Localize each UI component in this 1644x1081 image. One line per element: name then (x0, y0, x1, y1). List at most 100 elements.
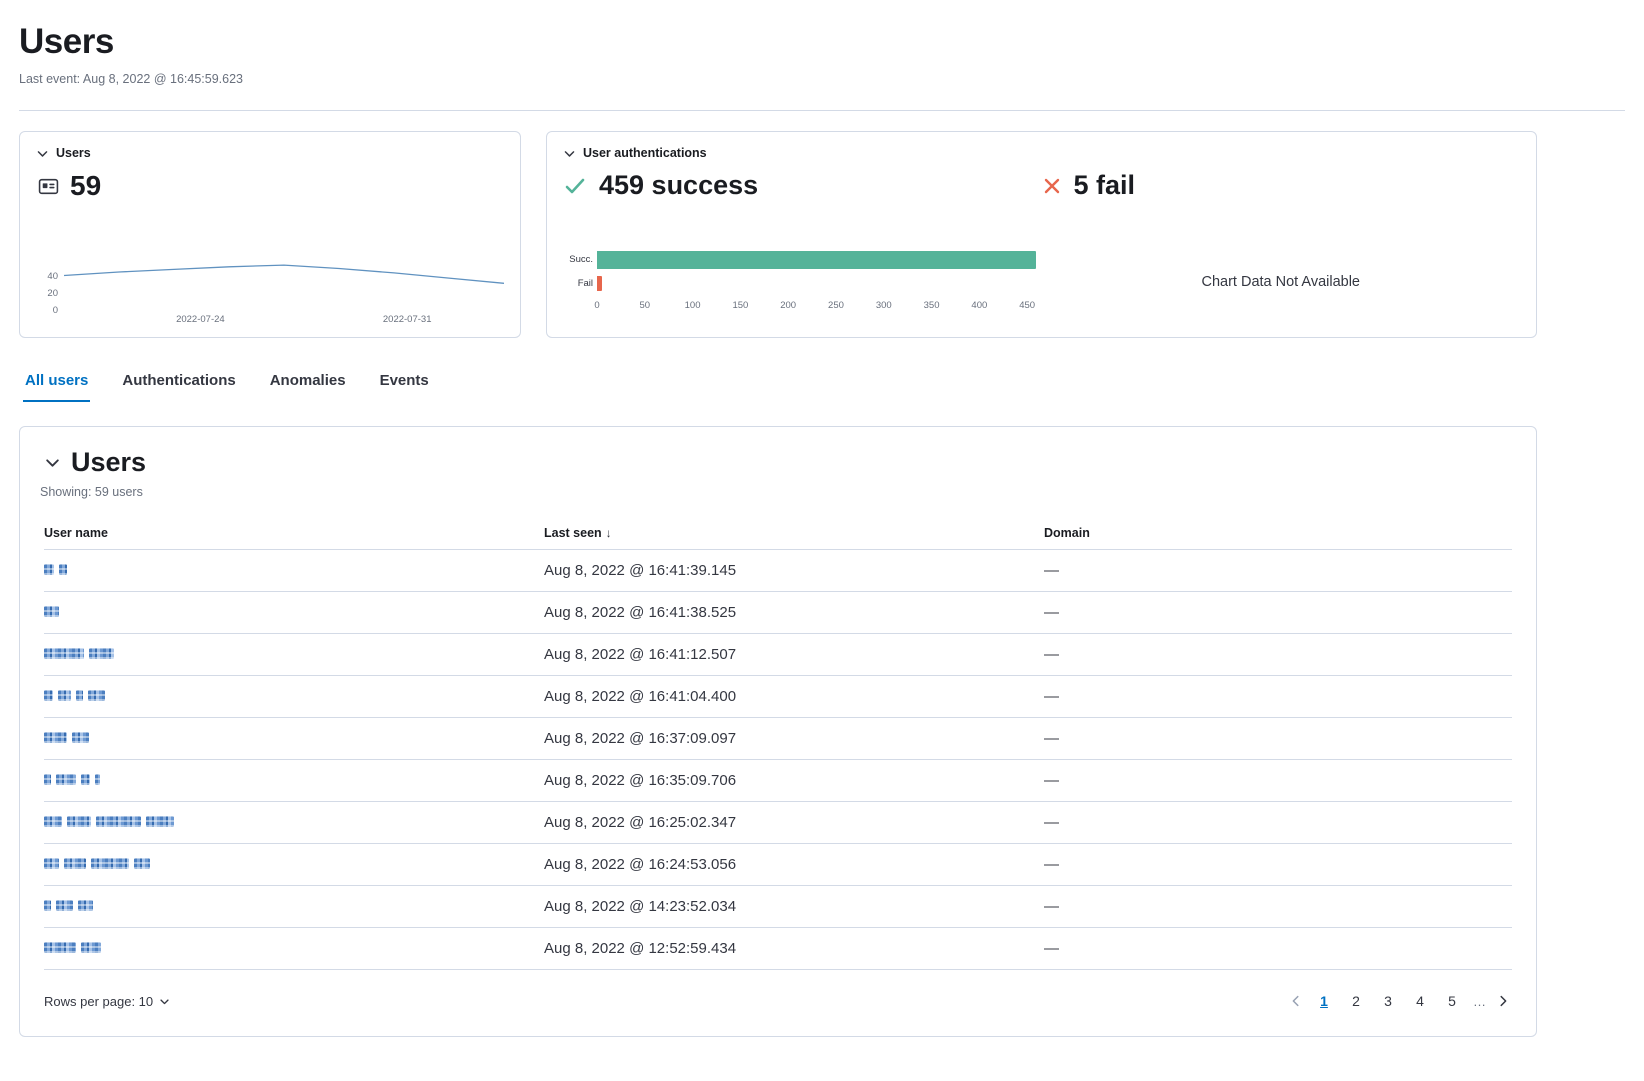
bar-category-label: Succ. (569, 254, 593, 266)
last-seen-cell: Aug 8, 2022 @ 16:41:38.525 (544, 591, 1044, 634)
user-name-link-redacted[interactable] (44, 690, 105, 701)
users-metric-value-row: 59 (38, 170, 504, 202)
user-name-link-redacted[interactable] (44, 942, 101, 953)
redacted-text-block (89, 648, 114, 659)
pagination-page-5[interactable]: 5 (1439, 988, 1465, 1014)
table-row: Aug 8, 2022 @ 16:24:53.056— (44, 843, 1512, 886)
x-tick-label: 450 (1019, 300, 1036, 311)
bar-category-label: Fail (577, 277, 593, 289)
table-row: Aug 8, 2022 @ 12:52:59.434— (44, 927, 1512, 970)
tab-events[interactable]: Events (378, 366, 431, 402)
x-tick-label: 50 (639, 300, 651, 311)
redacted-text-block (44, 774, 51, 785)
users-table-body: Aug 8, 2022 @ 16:41:39.145— Aug 8, 2022 @… (44, 549, 1512, 970)
column-header-last-seen[interactable]: Last seen ↓ (544, 517, 1044, 550)
x-tick-label: 350 (923, 300, 940, 311)
column-header-user-name[interactable]: User name (44, 517, 544, 550)
redacted-text-block (44, 690, 53, 701)
users-line-chart (64, 259, 504, 311)
redacted-text-block (91, 858, 129, 869)
y-tick-label: 20 (47, 287, 58, 299)
user-name-link-redacted[interactable] (44, 648, 114, 659)
domain-cell: — (1044, 549, 1512, 592)
user-authentications-panel: User authentications 459 success 5 fail (546, 131, 1537, 338)
redacted-text-block (134, 858, 150, 869)
page-title: Users (19, 22, 114, 61)
user-name-link-redacted[interactable] (44, 732, 89, 743)
redacted-text-block (44, 732, 67, 743)
tab-all-users[interactable]: All users (23, 366, 90, 402)
redacted-text-block (72, 732, 89, 743)
pagination-page-4[interactable]: 4 (1407, 988, 1433, 1014)
stats-row: Users 59 40 20 0 2022-07- (19, 131, 1537, 338)
rows-per-page-button[interactable]: Rows per page: 10 (44, 994, 170, 1009)
last-seen-cell: Aug 8, 2022 @ 16:37:09.097 (544, 717, 1044, 760)
redacted-text-block (44, 900, 51, 911)
table-row: Aug 8, 2022 @ 16:41:38.525— (44, 591, 1512, 634)
users-table: User name Last seen ↓ Domain Aug 8, 2022 … (44, 517, 1512, 970)
table-row: Aug 8, 2022 @ 16:41:12.507— (44, 633, 1512, 676)
pagination-page-2[interactable]: 2 (1343, 988, 1369, 1014)
x-tick-label: 150 (732, 300, 749, 311)
auth-bar-axis: 0 50 100 150 200 250 300 350 400 450 (594, 298, 1042, 311)
y-tick-label: 40 (47, 270, 58, 282)
users-table-panel: Users Showing: 59 users User name Last s… (19, 426, 1537, 1037)
table-row: Aug 8, 2022 @ 16:25:02.347— (44, 801, 1512, 844)
last-seen-cell: Aug 8, 2022 @ 16:35:09.706 (544, 759, 1044, 802)
y-tick-label: 0 (52, 304, 58, 316)
domain-cell: — (1044, 801, 1512, 844)
redacted-text-block (59, 564, 67, 575)
table-row: Aug 8, 2022 @ 16:41:39.145— (44, 549, 1512, 592)
chevron-down-icon[interactable] (563, 147, 576, 160)
redacted-text-block (58, 690, 71, 701)
chevron-down-icon[interactable] (44, 454, 61, 471)
column-header-domain[interactable]: Domain (1044, 517, 1512, 550)
last-seen-cell: Aug 8, 2022 @ 16:41:12.507 (544, 633, 1044, 676)
auth-bar-chart: Succ. Fail 0 50 100 150 200 250 300 350 400 450 (563, 251, 1042, 323)
tabs-nav: All users Authentications Anomalies Even… (19, 366, 1537, 402)
chevron-down-icon[interactable] (36, 147, 49, 160)
redacted-text-block (56, 774, 76, 785)
user-name-link-redacted[interactable] (44, 900, 93, 911)
auth-success-value: 459 success (599, 170, 759, 200)
pagination-page-3[interactable]: 3 (1375, 988, 1401, 1014)
redacted-text-block (78, 900, 93, 911)
x-tick-label: 2022-07-31 (382, 314, 432, 325)
users-metric-panel: Users 59 40 20 0 2022-07- (19, 131, 521, 338)
chart-no-data-text: Chart Data Not Available (1201, 274, 1361, 290)
tab-authentications[interactable]: Authentications (120, 366, 237, 402)
auth-success-stat: 459 success (563, 170, 1042, 201)
redacted-text-block (44, 816, 62, 827)
user-name-link-redacted[interactable] (44, 774, 100, 785)
last-seen-cell: Aug 8, 2022 @ 16:24:53.056 (544, 843, 1044, 886)
bar-row: Succ. (563, 251, 1042, 269)
auth-bar-rows: Succ. Fail (563, 251, 1042, 291)
line-chart-y-axis: 40 20 0 (36, 259, 64, 314)
redacted-text-block (96, 816, 141, 827)
tab-anomalies[interactable]: Anomalies (268, 366, 348, 402)
x-tick-label: 250 (828, 300, 844, 311)
redacted-text-block (81, 774, 90, 785)
previous-page-icon[interactable] (1287, 992, 1305, 1010)
table-footer: Rows per page: 10 1 2 3 4 5 … (44, 988, 1512, 1014)
table-row: Aug 8, 2022 @ 16:35:09.706— (44, 759, 1512, 802)
domain-cell: — (1044, 717, 1512, 760)
pagination-page-1[interactable]: 1 (1311, 988, 1337, 1014)
table-row: Aug 8, 2022 @ 16:41:04.400— (44, 675, 1512, 718)
redacted-text-block (81, 942, 101, 953)
column-label: Domain (1044, 526, 1090, 540)
auth-panel-header: User authentications (563, 146, 1520, 160)
redacted-text-block (44, 606, 59, 617)
x-tick-label: 100 (684, 300, 701, 311)
user-name-link-redacted[interactable] (44, 858, 150, 869)
users-metric-title: Users (56, 146, 91, 160)
sort-desc-icon: ↓ (605, 526, 612, 540)
user-name-link-redacted[interactable] (44, 564, 67, 575)
user-name-link-redacted[interactable] (44, 606, 59, 617)
header-divider (19, 110, 1625, 111)
user-name-link-redacted[interactable] (44, 816, 174, 827)
pagination-ellipsis: … (1473, 993, 1486, 1009)
next-page-icon[interactable] (1494, 992, 1512, 1010)
rows-per-page-label: Rows per page: 10 (44, 993, 154, 1009)
